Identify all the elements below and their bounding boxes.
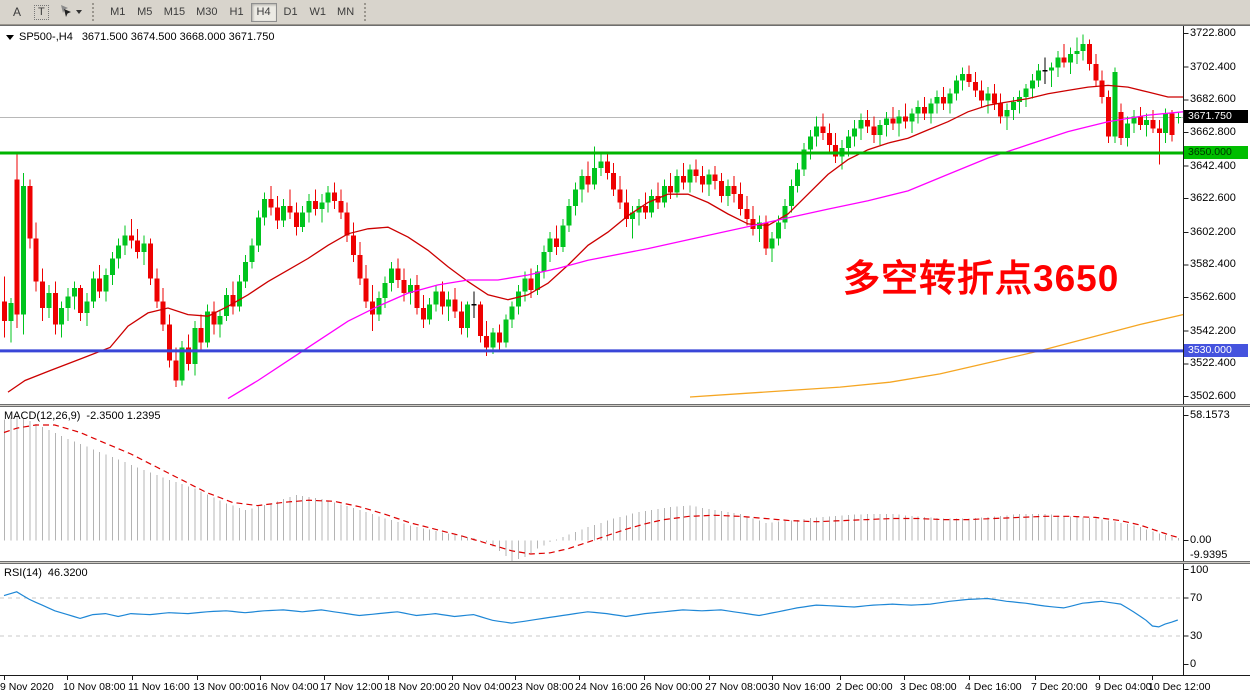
main-chart-panel: SP500-,H4 3671.500 3674.500 3668.000 367… — [0, 26, 1250, 404]
time-label: 3 Dec 08:00 — [900, 681, 957, 693]
axis-label: -9.9395 — [1190, 549, 1227, 561]
time-tick — [1152, 676, 1153, 680]
time-tick — [1099, 676, 1100, 680]
axis-label: 3602.200 — [1190, 226, 1236, 238]
time-tick — [388, 676, 389, 680]
time-label: 24 Nov 16:00 — [575, 681, 637, 693]
toolbar-separator — [92, 3, 101, 21]
axis-label: 70 — [1190, 592, 1202, 604]
time-label: 2 Dec 00:00 — [836, 681, 893, 693]
rsi-label: RSI(14)46.3200 — [4, 567, 94, 579]
dropdown-caret-icon — [76, 10, 82, 14]
time-tick — [840, 676, 841, 680]
text-box-tool-button[interactable]: T — [30, 3, 53, 22]
axis-label: 3582.400 — [1190, 258, 1236, 270]
timeframe-m15-button[interactable]: M15 — [159, 3, 190, 22]
time-label: 9 Nov 2020 — [0, 681, 54, 693]
time-label: 30 Nov 16:00 — [768, 681, 830, 693]
timeframe-w1-button[interactable]: W1 — [305, 3, 332, 22]
axis-label: 100 — [1190, 564, 1208, 576]
time-tick — [324, 676, 325, 680]
time-label: 27 Nov 08:00 — [705, 681, 767, 693]
timeframe-h1-button[interactable]: H1 — [224, 3, 250, 22]
time-label: 13 Nov 00:00 — [193, 681, 255, 693]
macd-label: MACD(12,26,9)-2.3500 1.2395 — [4, 410, 166, 422]
lower-line-price-tag: 3530.000 — [1184, 344, 1248, 357]
axis-label: 3722.800 — [1190, 27, 1236, 39]
axis-label: 58.1573 — [1190, 409, 1230, 421]
timeframe-d1-button[interactable]: D1 — [278, 3, 304, 22]
time-label: 10 Dec 12:00 — [1148, 681, 1210, 693]
axis-label: 3502.600 — [1190, 390, 1236, 402]
ohlc-readout: 3671.500 3674.500 3668.000 3671.750 — [82, 31, 275, 43]
current-price-tag: 3671.750 — [1184, 110, 1248, 123]
timeframe-m1-button[interactable]: M1 — [105, 3, 131, 22]
time-tick — [67, 676, 68, 680]
time-tick — [197, 676, 198, 680]
time-label: 16 Nov 04:00 — [256, 681, 318, 693]
rsi-panel: RSI(14)46.3200 100 70 30 0 — [0, 564, 1250, 675]
chart-title: SP500-,H4 3671.500 3674.500 3668.000 367… — [6, 31, 275, 43]
letter-a-icon: A — [13, 5, 21, 19]
time-label: 20 Nov 04:00 — [448, 681, 510, 693]
chart-annotation-text: 多空转折点3650 — [843, 248, 1119, 302]
time-label: 26 Nov 00:00 — [640, 681, 702, 693]
time-tick — [579, 676, 580, 680]
toolbar: A T M1 M5 M15 M30 H1 H4 D1 W1 MN — [0, 0, 1250, 25]
axis-label: 30 — [1190, 630, 1202, 642]
macd-panel: MACD(12,26,9)-2.3500 1.2395 58.1573 0.00 -… — [0, 407, 1250, 561]
support-line-price-tag: 3650.000 — [1184, 146, 1248, 159]
time-tick — [4, 676, 5, 680]
time-tick — [1035, 676, 1036, 680]
time-label: 23 Nov 08:00 — [511, 681, 573, 693]
toolbar-separator — [364, 3, 373, 21]
arrows-tool-button[interactable] — [55, 3, 86, 22]
axis-label: 3662.800 — [1190, 126, 1236, 138]
time-tick — [709, 676, 710, 680]
time-label: 7 Dec 20:00 — [1031, 681, 1088, 693]
time-label: 17 Nov 12:00 — [320, 681, 382, 693]
time-label: 11 Nov 16:00 — [128, 681, 190, 693]
rsi-chart — [0, 564, 1250, 675]
chart-expand-icon[interactable] — [6, 35, 14, 40]
axis-label: 3622.600 — [1190, 192, 1236, 204]
axis-label: 3542.200 — [1190, 325, 1236, 337]
time-label: 18 Nov 20:00 — [384, 681, 446, 693]
axis-label: 3642.400 — [1190, 160, 1236, 172]
axis-label: 0.00 — [1190, 534, 1211, 546]
chart-window: SP500-,H4 3671.500 3674.500 3668.000 367… — [0, 25, 1250, 698]
time-tick — [772, 676, 773, 680]
axis-label: 0 — [1190, 658, 1196, 670]
boxed-t-icon: T — [34, 5, 49, 20]
axis-label: 3522.400 — [1190, 357, 1236, 369]
time-tick — [452, 676, 453, 680]
time-tick — [969, 676, 970, 680]
time-label: 9 Dec 04:00 — [1095, 681, 1152, 693]
timeframe-mn-button[interactable]: MN — [332, 3, 359, 22]
time-tick — [260, 676, 261, 680]
time-label: 10 Nov 08:00 — [63, 681, 125, 693]
time-tick — [644, 676, 645, 680]
axis-label: 3562.600 — [1190, 291, 1236, 303]
time-tick — [132, 676, 133, 680]
timeframe-m30-button[interactable]: M30 — [191, 3, 222, 22]
time-tick — [904, 676, 905, 680]
axis-label: 3682.600 — [1190, 93, 1236, 105]
text-label-tool-button[interactable]: A — [6, 3, 28, 22]
time-tick — [515, 676, 516, 680]
axis-label: 3702.400 — [1190, 61, 1236, 73]
macd-chart — [0, 407, 1250, 561]
cursor-arrows-icon — [59, 4, 73, 21]
symbol-timeframe-label: SP500-,H4 — [19, 31, 73, 43]
time-label: 4 Dec 16:00 — [965, 681, 1022, 693]
timeframe-h4-button[interactable]: H4 — [251, 3, 277, 22]
timeframe-m5-button[interactable]: M5 — [132, 3, 158, 22]
candlestick-chart — [0, 26, 1250, 404]
